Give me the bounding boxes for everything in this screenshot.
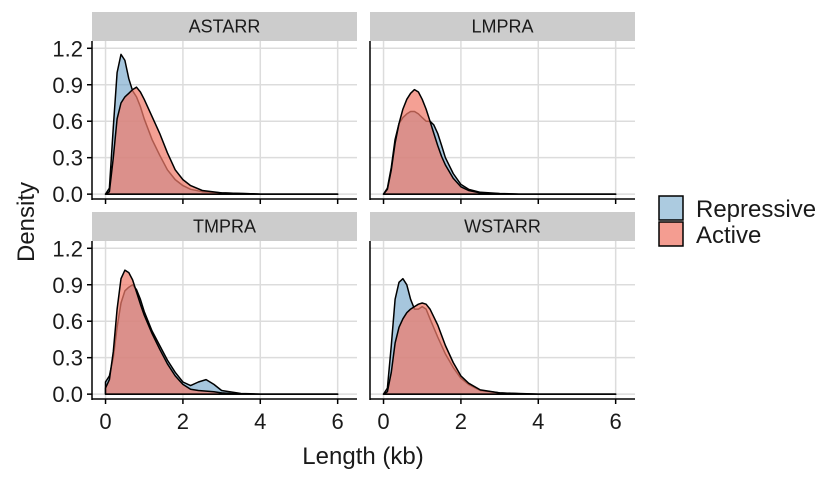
y-tick-label-tmpra: 0.0 bbox=[52, 382, 83, 407]
density-area-active-lmpra bbox=[382, 88, 617, 195]
y-tick-label-tmpra: 0.9 bbox=[52, 273, 83, 298]
x-tick-label-tmpra: 2 bbox=[177, 409, 189, 434]
density-area-active-tmpra bbox=[104, 269, 339, 395]
legend-swatch-active bbox=[658, 221, 684, 247]
x-tick-label-wstarr: 4 bbox=[532, 409, 544, 434]
x-tick-label-tmpra: 0 bbox=[99, 409, 111, 434]
y-tick-label-astarr: 1.2 bbox=[52, 36, 83, 61]
legend-swatch-repressive bbox=[658, 195, 684, 221]
y-tick-label-astarr: 0.9 bbox=[52, 73, 83, 98]
x-tick-label-tmpra: 6 bbox=[332, 409, 344, 434]
panel-tmpra: TMPRA 0.0 0.3 0.6 0.9 1.2 0 2 4 6 bbox=[52, 212, 357, 434]
density-area-active-astarr bbox=[104, 86, 339, 195]
x-tick-label-wstarr: 0 bbox=[377, 409, 389, 434]
legend-label-repressive: Repressive bbox=[696, 196, 816, 223]
y-tick-label-tmpra: 1.2 bbox=[52, 236, 83, 261]
density-area-active-wstarr bbox=[382, 302, 617, 395]
panel-wstarr: WSTARR 0 2 4 6 bbox=[369, 212, 635, 434]
strip-tmpra bbox=[92, 212, 357, 241]
strip-lmpra bbox=[370, 12, 635, 41]
x-tick-label-tmpra: 4 bbox=[254, 409, 266, 434]
y-axis-title: Density bbox=[13, 182, 40, 262]
x-tick-label-wstarr: 6 bbox=[610, 409, 622, 434]
panel-lmpra: LMPRA bbox=[369, 12, 635, 204]
strip-wstarr bbox=[370, 212, 635, 241]
y-tick-label-astarr: 0.6 bbox=[52, 109, 83, 134]
strip-title-astarr: ASTARR bbox=[189, 17, 261, 37]
y-tick-label-tmpra: 0.6 bbox=[52, 309, 83, 334]
y-tick-label-tmpra: 0.3 bbox=[52, 346, 83, 371]
y-tick-label-astarr: 0.3 bbox=[52, 146, 83, 171]
facet-panels: ASTARR 0.0 0.3 0.6 0.9 1.2 LMPRA TMPRA 0.0 0.3 0.6… bbox=[52, 12, 635, 434]
strip-title-wstarr: WSTARR bbox=[464, 217, 541, 237]
x-tick-label-wstarr: 2 bbox=[455, 409, 467, 434]
strip-astarr bbox=[92, 12, 357, 41]
panel-astarr: ASTARR 0.0 0.3 0.6 0.9 1.2 bbox=[52, 12, 357, 207]
y-tick-label-astarr: 0.0 bbox=[52, 182, 83, 207]
legend-label-active: Active bbox=[696, 222, 761, 249]
strip-title-tmpra: TMPRA bbox=[193, 217, 256, 237]
strip-title-lmpra: LMPRA bbox=[471, 17, 533, 37]
x-axis-title: Length (kb) bbox=[302, 443, 423, 470]
